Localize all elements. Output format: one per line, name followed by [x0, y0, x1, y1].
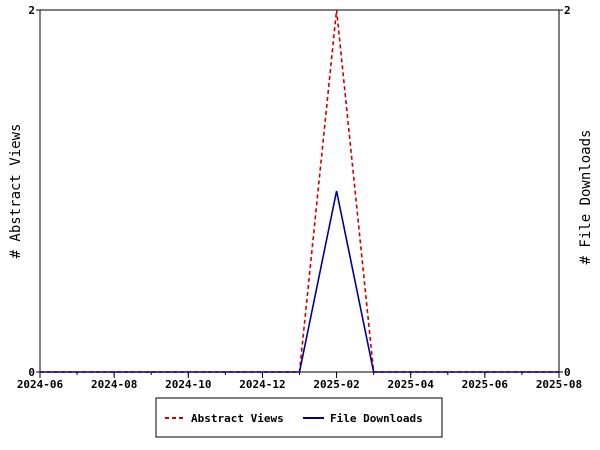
y-axis-right: 02	[559, 4, 571, 379]
x-tick-label: 2025-04	[388, 378, 435, 391]
x-tick-label: 2025-06	[462, 378, 509, 391]
legend: Abstract Views File Downloads	[155, 397, 443, 438]
y-left-tick-label: 0	[28, 366, 35, 379]
legend-label-abstract-views: Abstract Views	[191, 412, 284, 425]
x-tick-label: 2024-08	[91, 378, 137, 391]
x-tick-label: 2024-06	[17, 378, 64, 391]
series-layer	[40, 9, 559, 373]
series-line-file-downloads	[40, 190, 559, 373]
y-right-tick-label: 2	[564, 4, 571, 17]
y-axis-right-title: # File Downloads	[578, 130, 594, 265]
y-axis-left-title: # Abstract Views	[8, 124, 24, 259]
legend-box	[155, 397, 443, 438]
y-right-tick-label: 0	[564, 366, 571, 379]
y-axis-left: 02	[28, 4, 40, 379]
y-left-tick-label: 2	[28, 4, 35, 17]
x-tick-label: 2024-10	[165, 378, 211, 391]
legend-label-file-downloads: File Downloads	[330, 412, 423, 425]
x-tick-label: 2025-08	[536, 378, 582, 391]
x-axis: 2024-06 2024-08 2024-10 2024-12 2025-02 2025-…	[17, 372, 582, 391]
x-tick-label: 2025-02	[313, 378, 359, 391]
x-tick-label: 2024-12	[239, 378, 285, 391]
